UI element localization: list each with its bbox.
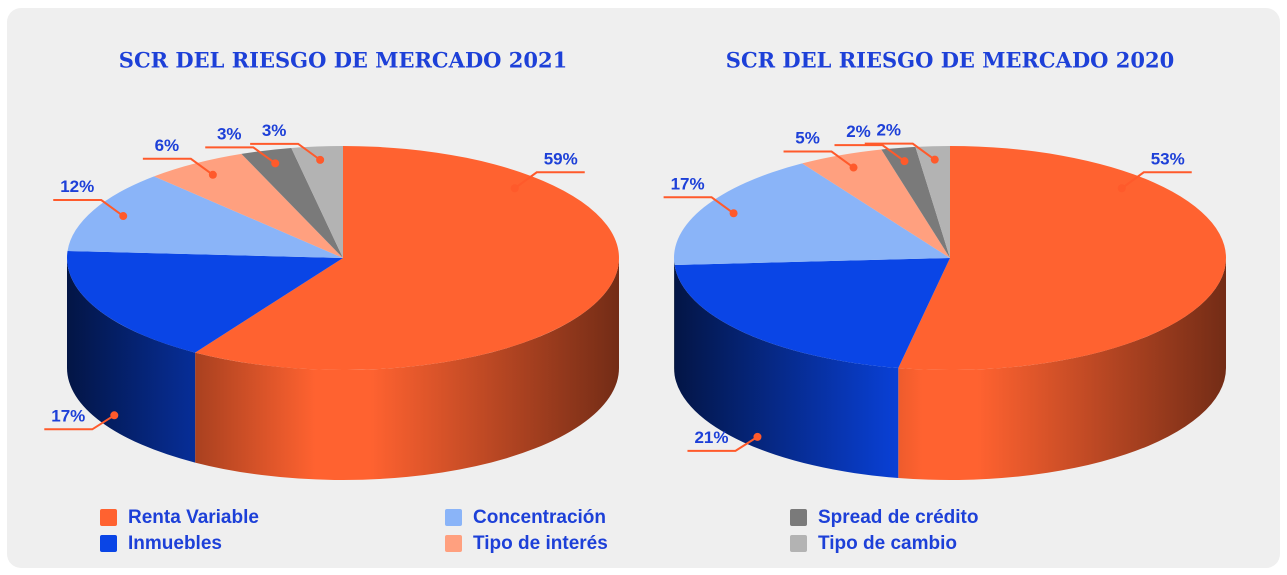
chart-title: SCR DEL RIESGO DE MERCADO 2020 xyxy=(726,48,1174,73)
leader-line xyxy=(250,142,321,161)
value-label: 6% xyxy=(155,136,180,155)
pie-slice xyxy=(881,146,950,258)
pie-wall xyxy=(674,258,675,376)
legend-label: Renta Variable xyxy=(128,507,259,528)
pie-slice xyxy=(673,163,950,266)
pie-slice xyxy=(291,146,343,258)
leader-line xyxy=(142,157,214,176)
legend-label: Concentración xyxy=(473,507,606,528)
value-label: 2% xyxy=(876,121,901,140)
legend-swatch xyxy=(790,509,807,526)
legend-swatch xyxy=(445,509,462,526)
legend-label: Tipo de cambio xyxy=(818,533,957,554)
value-label: 12% xyxy=(60,177,94,196)
value-label: 2% xyxy=(846,122,871,141)
pie-slice xyxy=(802,149,950,258)
legend-label: Tipo de interés xyxy=(473,533,608,554)
value-label: 17% xyxy=(671,174,705,193)
chart-title: SCR DEL RIESGO DE MERCADO 2021 xyxy=(119,48,567,73)
pie-slice xyxy=(674,258,950,369)
value-label: 53% xyxy=(1151,149,1185,168)
value-label: 21% xyxy=(694,428,728,447)
leader-line xyxy=(1121,171,1192,190)
legend-label: Spread de crédito xyxy=(818,507,979,528)
value-label: 3% xyxy=(262,121,287,140)
leader-line xyxy=(687,436,758,452)
value-label: 59% xyxy=(544,149,578,168)
pie-slice xyxy=(67,250,343,353)
leader-line xyxy=(783,150,855,169)
leader-line xyxy=(864,142,936,161)
pie-wall xyxy=(67,258,196,463)
pie-slice xyxy=(195,146,620,370)
value-label: 3% xyxy=(217,124,242,143)
pie-wall xyxy=(898,258,1226,480)
pie-slice xyxy=(241,147,343,258)
legend-swatch xyxy=(100,509,117,526)
pie-slice xyxy=(915,146,950,258)
legend-swatch xyxy=(790,535,807,552)
pie-slice xyxy=(154,153,343,258)
leader-line xyxy=(53,199,124,217)
leader-line xyxy=(834,144,906,162)
pie-slice xyxy=(67,176,344,258)
legend-swatch xyxy=(100,535,117,552)
leader-line xyxy=(663,196,735,215)
pie-wall xyxy=(195,258,619,481)
leader-line xyxy=(514,171,585,190)
value-label: 5% xyxy=(795,129,820,148)
leader-line xyxy=(205,146,276,165)
value-label: 17% xyxy=(51,406,85,425)
leader-line xyxy=(44,414,115,431)
pie-wall xyxy=(674,265,899,479)
legend-swatch xyxy=(445,535,462,552)
pie-slice xyxy=(898,146,1226,370)
legend-label: Inmuebles xyxy=(128,533,222,554)
